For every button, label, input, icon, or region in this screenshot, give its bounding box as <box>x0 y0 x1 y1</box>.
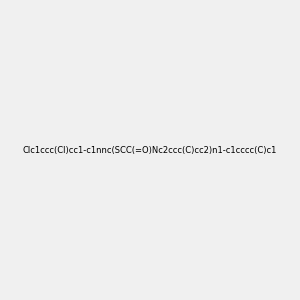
Text: Clc1ccc(Cl)cc1-c1nnc(SCC(=O)Nc2ccc(C)cc2)n1-c1cccc(C)c1: Clc1ccc(Cl)cc1-c1nnc(SCC(=O)Nc2ccc(C)cc2… <box>23 146 277 154</box>
